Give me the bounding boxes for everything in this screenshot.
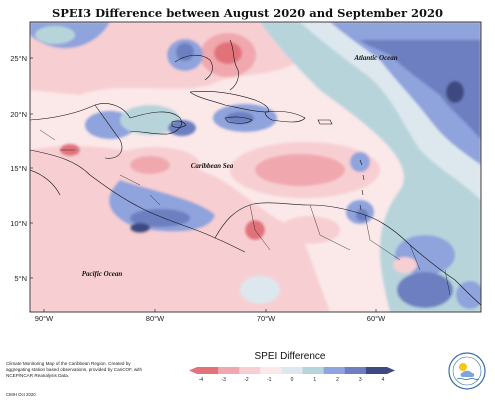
legend-tick-label: -1 bbox=[267, 377, 272, 383]
longitude-labels: 90°W 80°W 70°W 60°W bbox=[35, 314, 386, 323]
caribbean-sea-label: Caribbean Sea bbox=[191, 162, 234, 170]
legend-swatch bbox=[260, 367, 282, 374]
legend-swatch bbox=[239, 367, 261, 374]
map-title: SPEI3 Difference between August 2020 and… bbox=[51, 6, 444, 20]
legend-title: SPEI Difference bbox=[254, 351, 326, 362]
credit-date: CIMH Oct 2020 bbox=[6, 392, 36, 397]
legend-swatch bbox=[323, 367, 346, 374]
color-legend: -4 -3 -2 -1 0 1 2 3 4 bbox=[189, 367, 395, 383]
legend-tick-label: -4 bbox=[199, 377, 204, 383]
legend-tick-label: 3 bbox=[359, 377, 362, 383]
lat-label-10: 10°N bbox=[10, 219, 27, 228]
legend-arrow-high bbox=[387, 367, 395, 374]
legend-tick-label: -3 bbox=[222, 377, 227, 383]
lat-label-25: 25°N bbox=[10, 54, 27, 63]
lon-label-70: 70°W bbox=[257, 314, 276, 323]
legend-swatch bbox=[197, 367, 219, 374]
lon-label-60: 60°W bbox=[367, 314, 386, 323]
anomaly-field bbox=[30, 22, 481, 312]
latitude-labels: 25°N 20°N 15°N 10°N 5°N bbox=[10, 54, 27, 283]
lon-label-80: 80°W bbox=[146, 314, 165, 323]
atlantic-ocean-label: Atlantic Ocean bbox=[353, 54, 397, 62]
legend-swatch bbox=[218, 367, 240, 374]
legend-arrow-low bbox=[189, 367, 197, 374]
legend-tick-label: -2 bbox=[244, 377, 249, 383]
cimh-logo bbox=[448, 352, 486, 390]
legend-tick-label: 4 bbox=[382, 377, 385, 383]
legend-swatch bbox=[281, 367, 303, 374]
lon-label-90: 90°W bbox=[35, 314, 54, 323]
legend-tick-label: 0 bbox=[291, 377, 294, 383]
legend-tick-label: 2 bbox=[336, 377, 339, 383]
legend-swatch bbox=[344, 367, 367, 374]
lat-label-5: 5°N bbox=[14, 274, 27, 283]
borders bbox=[39, 129, 451, 296]
legend-swatch bbox=[302, 367, 324, 374]
legend-swatch bbox=[365, 367, 388, 374]
pacific-ocean-label: Pacific Ocean bbox=[82, 270, 123, 278]
credit-text: Climate Monitoring Map of the Caribbean … bbox=[6, 361, 143, 378]
legend-tick-label: 1 bbox=[313, 377, 316, 383]
lat-label-15: 15°N bbox=[10, 164, 27, 173]
lat-label-20: 20°N bbox=[10, 110, 27, 119]
